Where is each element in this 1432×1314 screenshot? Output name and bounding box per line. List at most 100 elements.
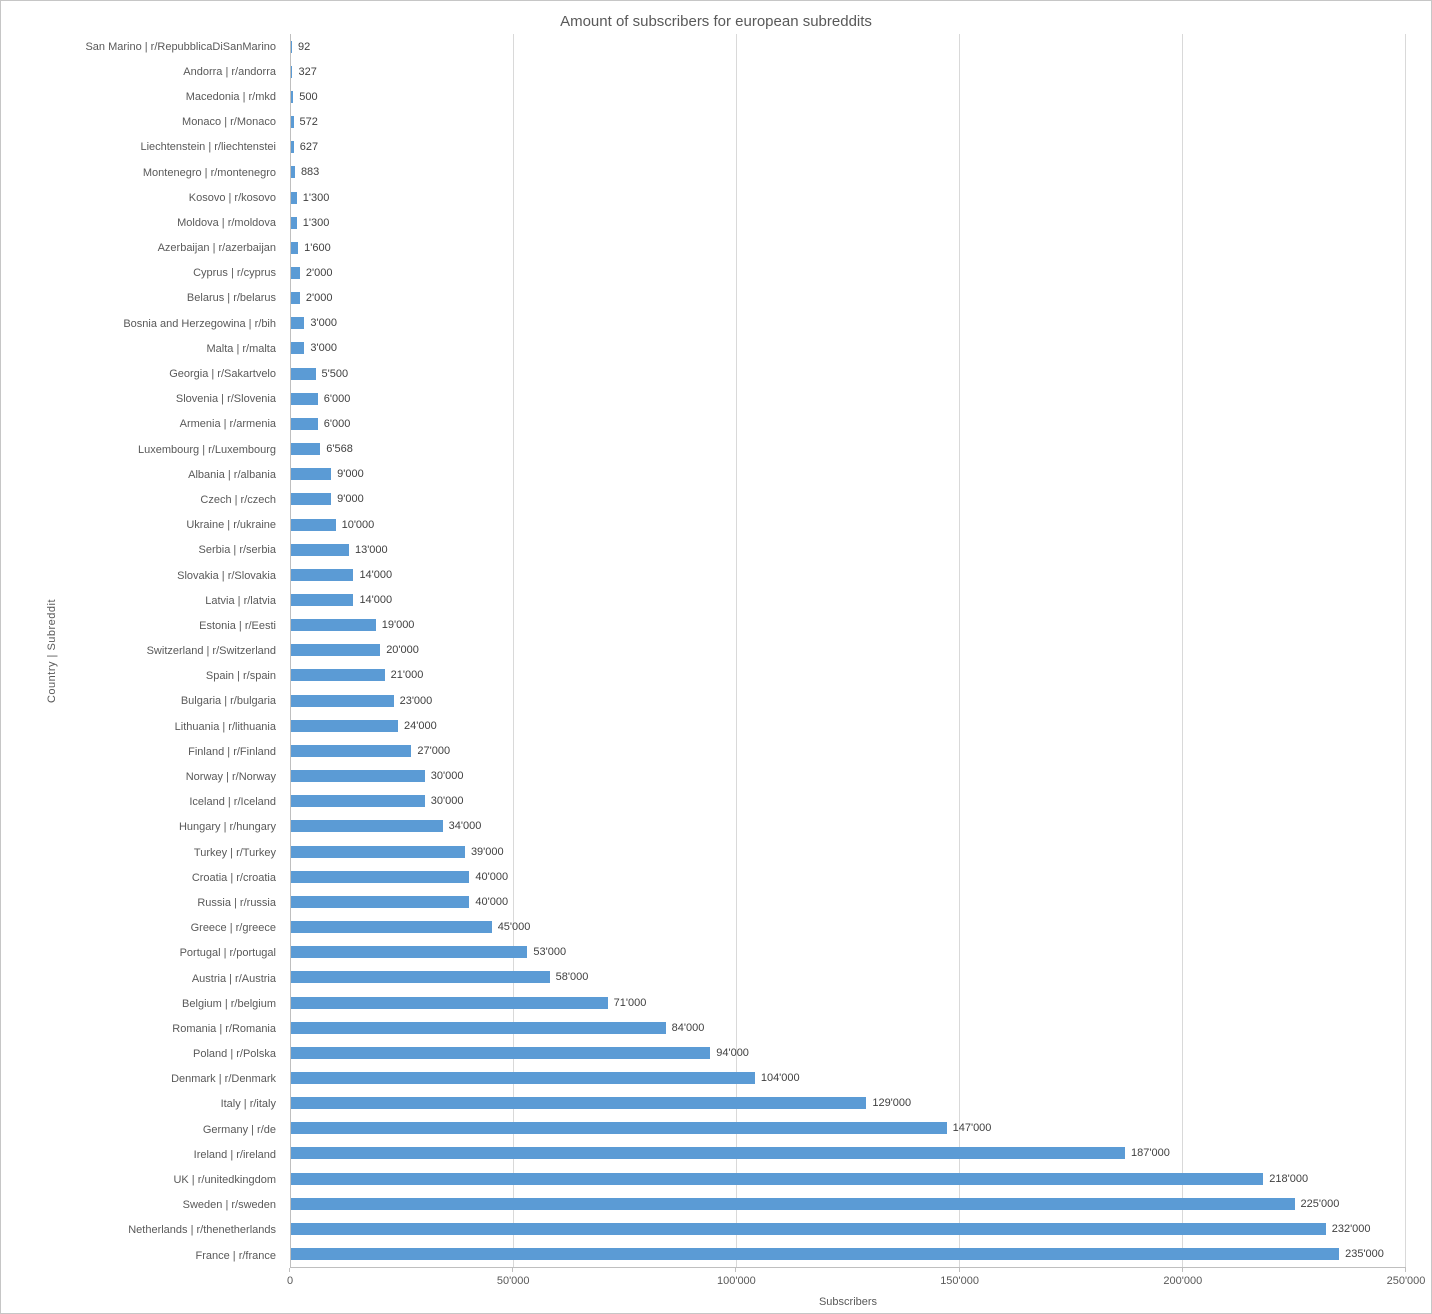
category-label: Belarus | r/belarus — [186, 292, 276, 305]
bar-row: 6'000 — [291, 386, 1406, 411]
bar-value-label: 23'000 — [399, 694, 433, 707]
bar — [291, 669, 385, 682]
x-axis-title: Subscribers — [818, 1296, 878, 1308]
x-tick-label: 250'000 — [1386, 1275, 1426, 1287]
bar — [291, 946, 528, 959]
bar-value-label: 19'000 — [381, 619, 415, 632]
category-label: Malta | r/malta — [206, 342, 277, 355]
bar — [291, 1248, 1340, 1261]
bar — [291, 40, 292, 53]
bar-row: 2'000 — [291, 260, 1406, 285]
bar-value-label: 14'000 — [359, 568, 393, 581]
bar — [291, 1071, 755, 1084]
bar — [291, 1046, 711, 1059]
category-label: Moldova | r/moldova — [177, 216, 276, 229]
bar-value-label: 94'000 — [716, 1046, 749, 1059]
category-label: Iceland | r/Iceland — [189, 796, 276, 809]
bar — [291, 241, 299, 254]
gridline — [1405, 34, 1406, 1267]
category-label: Hungary | r/hungary — [178, 821, 276, 834]
bar-value-label: 104'000 — [760, 1071, 800, 1084]
bar-row: 5'500 — [291, 361, 1406, 386]
bar — [291, 1021, 666, 1034]
bar-value-label: 6'000 — [323, 417, 351, 430]
bar-row: 218'000 — [291, 1166, 1406, 1191]
bar-value-label: 53'000 — [533, 946, 567, 959]
category-label: Slovakia | r/Slovakia — [177, 569, 276, 582]
category-label: Ireland | r/ireland — [193, 1148, 276, 1161]
x-tick-mark — [735, 1268, 737, 1272]
bar-value-label: 1'300 — [302, 191, 330, 204]
bar-row: 27'000 — [291, 738, 1406, 763]
category-label: Montenegro | r/montenegro — [142, 166, 276, 179]
bar — [291, 65, 293, 78]
bar-row: 40'000 — [291, 864, 1406, 889]
bar-value-label: 1'300 — [302, 216, 330, 229]
category-label: Andorra | r/andorra — [183, 65, 276, 78]
bar — [291, 1147, 1126, 1160]
bar-value-label: 13'000 — [354, 543, 388, 556]
bar-row: 6'568 — [291, 437, 1406, 462]
bar-row: 147'000 — [291, 1116, 1406, 1141]
bar-value-label: 327 — [298, 65, 317, 78]
category-label: Azerbaijan | r/azerbaijan — [157, 242, 276, 255]
category-label: Bulgaria | r/bulgaria — [180, 695, 276, 708]
bar — [291, 795, 425, 808]
category-label: France | r/france — [195, 1249, 277, 1262]
bar — [291, 342, 305, 355]
bar-value-label: 14'000 — [359, 594, 393, 607]
bar — [291, 694, 394, 707]
bar — [291, 141, 294, 154]
bar — [291, 770, 425, 783]
bar-row: 3'000 — [291, 336, 1406, 361]
bar — [291, 594, 354, 607]
bar-value-label: 30'000 — [430, 770, 464, 783]
category-label: Croatia | r/croatia — [191, 871, 276, 884]
category-axis-labels: San Marino | r/RepubblicaDiSanMarino Ando… — [1, 34, 283, 1268]
category-label: Ukraine | r/ukraine — [186, 519, 276, 532]
category-label: San Marino | r/RepubblicaDiSanMarino — [85, 40, 276, 53]
bar-row: 58'000 — [291, 965, 1406, 990]
category-label: Estonia | r/Eesti — [199, 619, 276, 632]
category-label: Russia | r/russia — [197, 896, 276, 909]
x-tick-label: 100'000 — [716, 1275, 756, 1287]
bar-value-label: 30'000 — [430, 795, 464, 808]
gridline — [959, 34, 960, 1267]
bar — [291, 1172, 1264, 1185]
bar-row: 129'000 — [291, 1091, 1406, 1116]
bar-value-label: 883 — [300, 166, 320, 179]
category-label: Kosovo | r/kosovo — [188, 191, 276, 204]
category-label: Macedonia | r/mkd — [185, 90, 276, 103]
bar-row: 627 — [291, 135, 1406, 160]
bar-value-label: 45'000 — [497, 921, 531, 934]
bar — [291, 166, 295, 179]
category-label: Switzerland | r/Switzerland — [146, 645, 276, 658]
bar — [291, 895, 470, 908]
bar-value-label: 84'000 — [671, 1021, 705, 1034]
category-label: Finland | r/Finland — [188, 745, 276, 758]
bar-row: 19'000 — [291, 613, 1406, 638]
bar-value-label: 9'000 — [337, 493, 364, 506]
bar-row: 14'000 — [291, 562, 1406, 587]
bar — [291, 417, 318, 430]
bar-value-label: 2'000 — [305, 292, 333, 305]
bar-row: 3'000 — [291, 311, 1406, 336]
bar-row: 39'000 — [291, 839, 1406, 864]
bar-row: 1'300 — [291, 185, 1406, 210]
bar-value-label: 27'000 — [417, 744, 451, 757]
bar-row: 84'000 — [291, 1015, 1406, 1040]
bar — [291, 1222, 1326, 1235]
bar — [291, 921, 492, 934]
x-axis-ticks: 0 50'000 100'000 150'000 200'000 250'000 — [287, 1268, 1425, 1298]
bar-row: 20'000 — [291, 638, 1406, 663]
bar-row: 30'000 — [291, 789, 1406, 814]
category-label: Austria | r/Austria — [191, 972, 276, 985]
bar-row: 2'000 — [291, 286, 1406, 311]
category-label: Latvia | r/latvia — [205, 594, 276, 607]
bar-value-label: 187'000 — [1131, 1147, 1170, 1160]
category-label: Greece | r/greece — [190, 922, 276, 935]
bar-value-label: 40'000 — [475, 870, 509, 883]
bar-value-label: 24'000 — [404, 719, 437, 732]
bar — [291, 367, 316, 380]
